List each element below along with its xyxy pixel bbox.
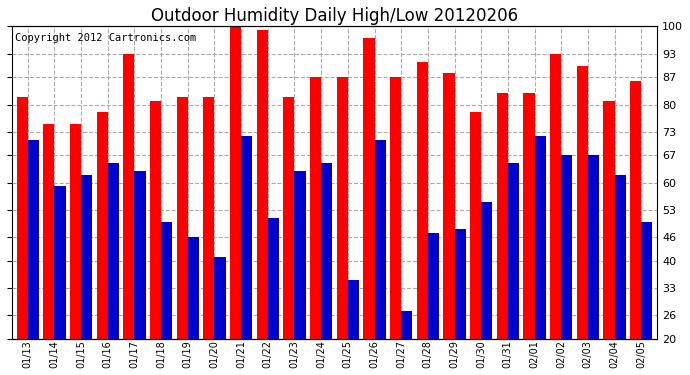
Bar xyxy=(641,222,652,339)
Bar xyxy=(401,311,413,339)
Bar xyxy=(215,257,226,339)
Bar xyxy=(481,202,493,339)
Bar xyxy=(603,100,615,339)
Bar xyxy=(497,93,508,339)
Title: Outdoor Humidity Daily High/Low 20120206: Outdoor Humidity Daily High/Low 20120206 xyxy=(151,7,518,25)
Bar xyxy=(443,74,455,339)
Bar xyxy=(577,66,588,339)
Bar xyxy=(81,175,92,339)
Bar xyxy=(295,171,306,339)
Bar xyxy=(55,186,66,339)
Bar xyxy=(204,97,215,339)
Bar xyxy=(161,222,172,339)
Bar xyxy=(588,155,599,339)
Bar xyxy=(257,30,268,339)
Bar xyxy=(188,237,199,339)
Bar xyxy=(630,81,641,339)
Bar xyxy=(337,77,348,339)
Bar xyxy=(390,77,401,339)
Bar xyxy=(230,27,241,339)
Bar xyxy=(615,175,626,339)
Bar xyxy=(523,93,535,339)
Bar xyxy=(17,97,28,339)
Bar xyxy=(535,136,546,339)
Bar xyxy=(428,233,439,339)
Bar xyxy=(28,140,39,339)
Bar xyxy=(508,163,519,339)
Bar xyxy=(550,54,561,339)
Bar xyxy=(43,124,55,339)
Bar xyxy=(321,163,333,339)
Bar xyxy=(268,218,279,339)
Bar xyxy=(348,280,359,339)
Bar xyxy=(470,112,481,339)
Bar xyxy=(561,155,573,339)
Bar xyxy=(150,100,161,339)
Bar xyxy=(284,97,295,339)
Bar xyxy=(241,136,253,339)
Bar xyxy=(177,97,188,339)
Bar xyxy=(108,163,119,339)
Bar xyxy=(310,77,321,339)
Bar xyxy=(455,230,466,339)
Text: Copyright 2012 Cartronics.com: Copyright 2012 Cartronics.com xyxy=(15,33,196,43)
Bar xyxy=(135,171,146,339)
Bar xyxy=(417,62,428,339)
Bar xyxy=(124,54,135,339)
Bar xyxy=(375,140,386,339)
Bar xyxy=(70,124,81,339)
Bar xyxy=(364,38,375,339)
Bar xyxy=(97,112,108,339)
